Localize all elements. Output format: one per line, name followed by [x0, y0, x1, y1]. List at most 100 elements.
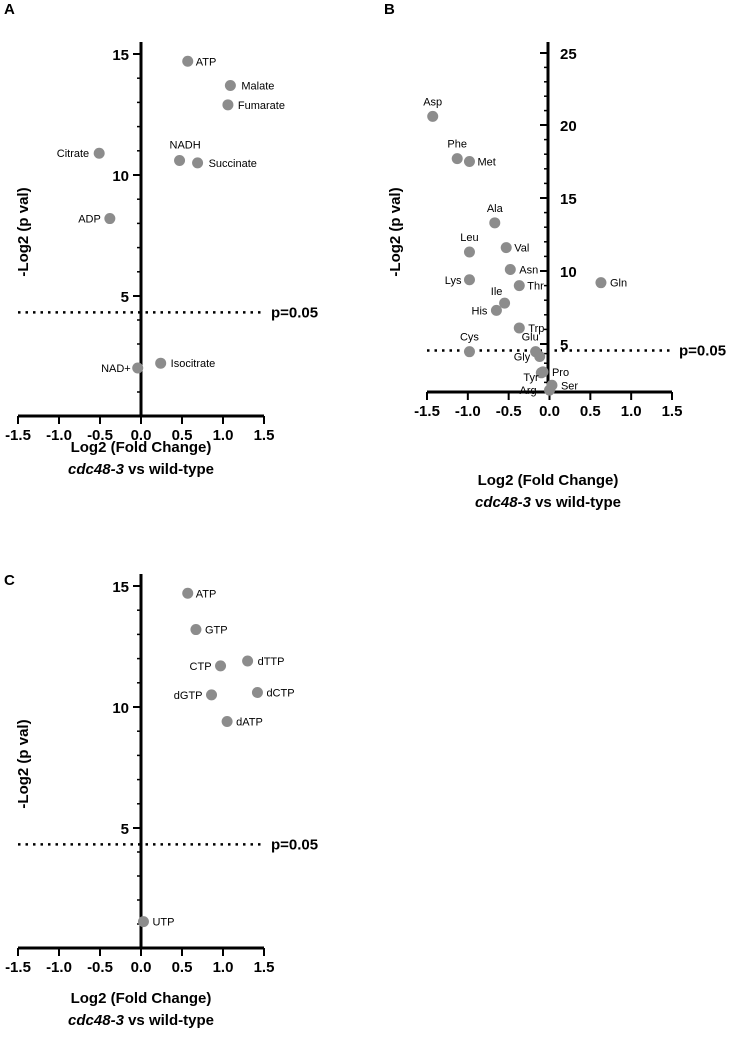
data-point-datp — [221, 716, 233, 728]
panel-letter: A — [4, 1, 15, 18]
data-label: Phe — [447, 139, 467, 151]
data-point-thr — [513, 280, 525, 292]
x-tick-label: -1.0 — [455, 403, 481, 420]
y-tick-label: 15 — [560, 191, 577, 208]
data-point-cys — [463, 346, 475, 358]
x-axis-subtitle: cdc48-3 vs wild-type — [68, 461, 214, 478]
data-label: Fumarate — [238, 100, 285, 112]
threshold-label: p=0.05 — [271, 304, 318, 321]
data-label: Citrate — [57, 148, 89, 160]
data-point-trp — [513, 322, 525, 334]
data-point-malate — [224, 79, 236, 91]
data-label: Asp — [423, 96, 442, 108]
data-point-ala — [489, 217, 501, 229]
x-tick-label: 1.5 — [662, 403, 683, 420]
data-label: Met — [477, 157, 495, 169]
data-point-gtp — [190, 624, 202, 636]
data-label: Glu — [522, 332, 539, 344]
data-point-his — [490, 304, 502, 316]
subtitle-strain: cdc48-3 — [475, 494, 532, 511]
data-point-asn — [504, 264, 516, 276]
data-point-tyr — [535, 367, 547, 379]
x-tick-label: 0.0 — [131, 959, 152, 976]
chart-panel-a: A -1.5 -1.0 -0.5 0.0 0.5 1.0 1.5 5 10 15 p=0.05 -Log… — [4, 1, 318, 478]
data-label: Gly — [514, 351, 531, 363]
data-point-leu — [463, 246, 475, 258]
data-label: dTTP — [258, 656, 285, 668]
subtitle-comparison: vs wild-type — [531, 494, 621, 511]
data-point-lys — [463, 274, 475, 286]
data-point-dttp — [242, 655, 254, 667]
data-point-succinate — [192, 157, 204, 169]
data-label: NAD+ — [101, 363, 131, 375]
data-label: Lys — [445, 275, 462, 287]
data-label: NADH — [170, 139, 201, 151]
x-axis-title: Log2 (Fold Change) — [71, 990, 212, 1007]
data-point-ctp — [215, 660, 227, 672]
x-tick-label: 0.0 — [539, 403, 560, 420]
data-label: Cys — [460, 332, 479, 344]
x-tick-label: 1.5 — [254, 959, 275, 976]
x-tick-label: 1.0 — [213, 959, 234, 976]
data-label: Tyr — [523, 372, 539, 384]
data-label: Arg — [520, 385, 537, 397]
data-label: Ala — [487, 203, 504, 215]
data-label: Malate — [241, 80, 274, 92]
x-axis-title: Log2 (Fold Change) — [478, 472, 619, 489]
y-tick-label: 15 — [112, 47, 129, 64]
chart-panel-b: B -1.5 -1.0 -0.5 0.0 0.5 1.0 1.5 5 10 15 20 25 p=0.05… — [384, 1, 726, 511]
x-tick-label: 1.0 — [621, 403, 642, 420]
y-tick-label: 10 — [560, 264, 577, 281]
data-point-atp — [182, 587, 194, 599]
data-label: Thr — [527, 281, 544, 293]
panel-letter: C — [4, 572, 15, 589]
data-point-isocitrate — [155, 357, 167, 369]
subtitle-comparison: vs wild-type — [124, 1012, 214, 1029]
threshold-label: p=0.05 — [679, 343, 726, 360]
data-label: GTP — [205, 625, 228, 637]
data-point-citrate — [93, 147, 105, 159]
subtitle-strain: cdc48-3 — [68, 1012, 125, 1029]
data-point-asp — [427, 110, 439, 122]
x-tick-label: 0.5 — [172, 427, 193, 444]
data-label: UTP — [152, 917, 174, 929]
x-tick-label: 1.5 — [254, 427, 275, 444]
data-label: dATP — [236, 717, 263, 729]
y-tick-label: 5 — [121, 289, 129, 306]
x-tick-label: -1.0 — [46, 959, 72, 976]
data-label: His — [472, 305, 488, 317]
data-point-fumarate — [222, 99, 234, 111]
data-label: Leu — [460, 232, 478, 244]
x-tick-label: -1.5 — [414, 403, 440, 420]
x-tick-label: 1.0 — [213, 427, 234, 444]
x-tick-label: -1.5 — [5, 427, 31, 444]
x-tick-label: 0.5 — [580, 403, 601, 420]
subtitle-comparison: vs wild-type — [124, 461, 214, 478]
data-label: Gln — [610, 278, 627, 290]
data-point-utp — [137, 916, 149, 928]
y-axis-title: -Log2 (p val) — [15, 719, 32, 808]
data-label: ATP — [196, 56, 217, 68]
threshold-label: p=0.05 — [271, 836, 318, 853]
x-tick-label: -1.5 — [5, 959, 31, 976]
data-label: CTP — [190, 661, 212, 673]
chart-panel-c: C -1.5 -1.0 -0.5 0.0 0.5 1.0 1.5 5 10 15 p=0.05 -Log… — [4, 572, 318, 1029]
x-tick-label: 0.5 — [172, 959, 193, 976]
data-label: Pro — [552, 367, 569, 379]
data-label: Ile — [491, 286, 503, 298]
data-point-ile — [499, 297, 511, 309]
data-label: dCTP — [266, 687, 294, 699]
y-tick-label: 25 — [560, 46, 577, 63]
y-tick-label: 5 — [560, 337, 568, 354]
data-label: Trp — [528, 323, 544, 335]
y-tick-label: 5 — [121, 821, 129, 838]
x-tick-label: -0.5 — [496, 403, 522, 420]
y-tick-label: 15 — [112, 579, 129, 596]
y-axis-title: -Log2 (p val) — [387, 187, 404, 276]
data-label: ATP — [196, 588, 217, 600]
data-label: Ser — [561, 380, 578, 392]
y-tick-label: 20 — [560, 118, 577, 135]
data-point-phe — [451, 153, 463, 165]
data-point-val — [500, 242, 512, 254]
x-axis-subtitle: cdc48-3 vs wild-type — [475, 494, 621, 511]
